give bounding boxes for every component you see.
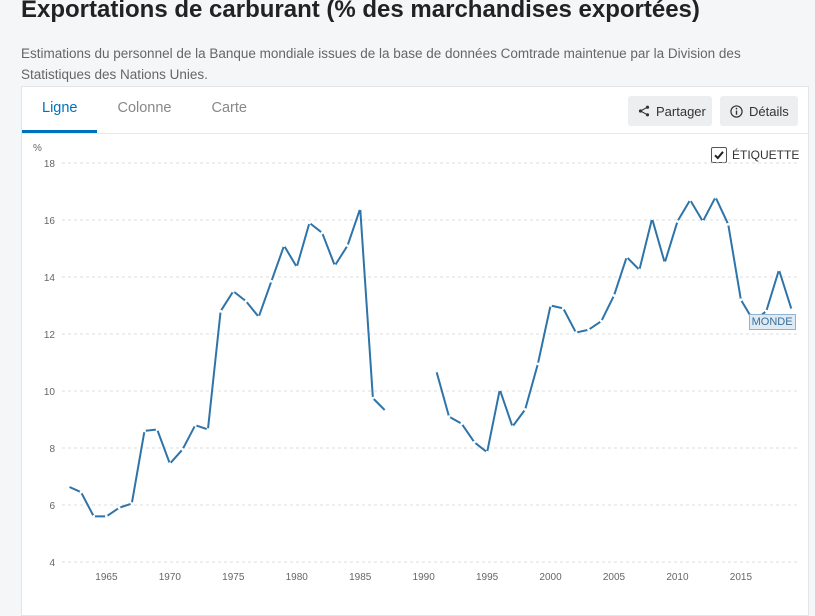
- data-point: [650, 217, 654, 220]
- info-icon: [730, 104, 743, 118]
- data-point: [117, 506, 121, 510]
- y-tick-label: 10: [44, 387, 56, 398]
- data-point: [460, 422, 464, 426]
- checkmark-icon: [714, 151, 724, 160]
- label-toggle-text: ÉTIQUETTE: [732, 148, 800, 162]
- data-point: [320, 231, 324, 235]
- data-point: [295, 265, 299, 269]
- data-point: [346, 244, 349, 248]
- data-point: [587, 328, 591, 332]
- series-line: [435, 196, 793, 454]
- y-axis-label: %: [33, 143, 42, 154]
- x-tick-label: 2010: [666, 572, 689, 583]
- data-point: [574, 331, 578, 334]
- data-point: [168, 462, 172, 466]
- data-point: [371, 396, 375, 400]
- x-tick-label: 1965: [95, 572, 118, 583]
- data-point: [384, 409, 387, 413]
- data-point: [676, 220, 679, 223]
- y-tick-label: 12: [44, 330, 56, 341]
- page-subtitle: Estimations du personnel de la Banque mo…: [21, 46, 741, 82]
- details-button[interactable]: Détails: [720, 96, 798, 126]
- data-point: [105, 515, 108, 518]
- y-tick-label: 16: [44, 216, 56, 227]
- tabs-divider: [22, 133, 808, 134]
- series-label-badge: MONDE: [748, 313, 796, 330]
- y-tick-label: 4: [49, 558, 55, 569]
- data-point: [536, 362, 540, 366]
- share-label: Partager: [656, 103, 706, 119]
- data-point: [269, 279, 273, 283]
- share-button[interactable]: Partager: [628, 96, 712, 126]
- data-point: [714, 195, 717, 199]
- series-line: [67, 207, 387, 518]
- data-point: [599, 319, 603, 323]
- data-point: [561, 306, 565, 310]
- data-point: [434, 369, 438, 373]
- data-point: [358, 207, 362, 211]
- data-point: [739, 298, 743, 302]
- x-tick-label: 1985: [349, 572, 372, 583]
- data-point: [498, 388, 502, 391]
- page-title: Exportations de carburant (% des marchan…: [21, 0, 700, 23]
- data-point: [485, 450, 489, 454]
- chart-type-tabs: Ligne Colonne Carte: [22, 87, 267, 133]
- details-label: Détails: [749, 103, 789, 119]
- data-point: [155, 428, 159, 431]
- data-point: [790, 308, 794, 312]
- data-point: [701, 220, 705, 223]
- data-point: [130, 502, 134, 505]
- data-point: [549, 304, 552, 307]
- data-point: [181, 448, 184, 451]
- x-tick-label: 2015: [730, 572, 753, 583]
- data-point: [663, 261, 667, 265]
- data-point: [92, 515, 96, 518]
- data-point: [473, 440, 476, 444]
- x-tick-label: 2000: [539, 572, 562, 583]
- chart-panel: Ligne Colonne Carte Partager Détails ÉTI…: [21, 86, 809, 616]
- tab-column[interactable]: Colonne: [117, 100, 172, 116]
- data-point: [447, 415, 451, 419]
- data-point: [219, 309, 223, 313]
- data-point: [511, 425, 514, 429]
- data-point: [66, 485, 70, 488]
- data-point: [308, 221, 311, 225]
- y-tick-label: 14: [44, 273, 56, 284]
- data-point: [257, 315, 261, 319]
- share-icon: [638, 105, 650, 117]
- data-point: [764, 309, 768, 313]
- data-point: [193, 423, 197, 427]
- x-tick-label: 1970: [159, 572, 182, 583]
- data-point: [231, 289, 235, 293]
- tab-line[interactable]: Ligne: [22, 87, 98, 133]
- data-point: [523, 408, 527, 411]
- data-point: [244, 299, 248, 303]
- data-point: [143, 429, 146, 433]
- x-tick-label: 1975: [222, 572, 245, 583]
- y-tick-label: 6: [49, 501, 55, 512]
- data-point: [688, 198, 692, 202]
- y-tick-label: 18: [44, 159, 56, 170]
- data-point: [282, 244, 286, 248]
- x-tick-label: 1980: [286, 572, 309, 583]
- data-point: [333, 264, 337, 267]
- data-point: [79, 490, 83, 494]
- tab-map[interactable]: Carte: [211, 100, 247, 116]
- data-point: [612, 294, 616, 297]
- data-point: [777, 268, 781, 272]
- x-tick-label: 1990: [413, 572, 436, 583]
- data-point: [206, 428, 210, 431]
- x-tick-label: 1995: [476, 572, 499, 583]
- x-tick-label: 2005: [603, 572, 626, 583]
- data-point: [726, 222, 730, 226]
- data-point: [637, 268, 641, 272]
- y-tick-label: 8: [49, 444, 55, 455]
- data-point: [625, 255, 629, 259]
